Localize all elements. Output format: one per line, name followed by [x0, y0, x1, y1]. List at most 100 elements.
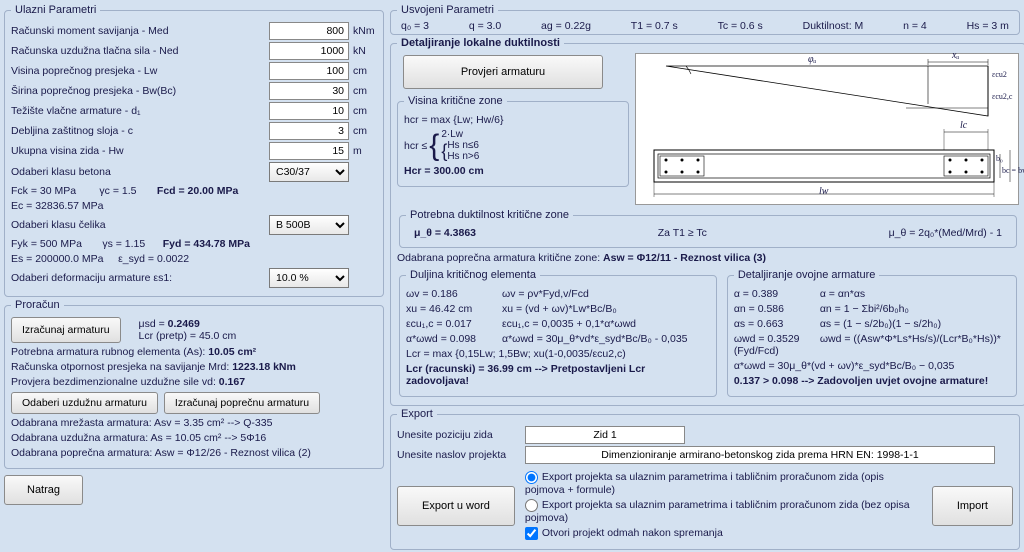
section-diagram: φᵤ xᵤ εcu2 εcu2,c lc b₀ bc = bw lw [635, 53, 1019, 205]
fyk-a: Fyk = 500 MPa [11, 238, 82, 250]
dg-phi: φᵤ [808, 54, 816, 65]
mu-theta: μ_θ = 4.3863 [414, 227, 476, 239]
cr1b: αn = 1 − Σbi²/6b₀h₀ [820, 303, 909, 315]
in-d1[interactable] [269, 102, 349, 120]
ap-1: q = 3.0 [469, 20, 501, 32]
title-label: Unesite naslov projekta [397, 449, 525, 461]
lbl-bw: Širina poprečnog presjeka - Bw(Bc) [11, 85, 269, 97]
chosen-a: Odabrana poprečna armatura kritične zone… [397, 252, 600, 264]
ap-7: Hs = 3 m [967, 20, 1009, 32]
lr3a: α*ωwd = 0.098 [406, 333, 502, 345]
mu-formula: μ_θ = 2q₀*(Med/Mrd) - 1 [889, 227, 1002, 239]
dg-ecu2: εcu2 [992, 70, 1007, 79]
btn-odaberi-uzd[interactable]: Odaberi uzdužnu armaturu [11, 392, 158, 414]
lbl-lw: Visina poprečnog presjeka - Lw [11, 65, 269, 77]
vd-a: Provjera bezdimenzionalne uzdužne sile v… [11, 376, 216, 388]
ap-6: n = 4 [903, 20, 927, 32]
cr1a: αn = 0.586 [734, 303, 820, 315]
unit-med: kNm [349, 25, 377, 37]
btn-natrag[interactable]: Natrag [4, 475, 83, 505]
cr2a: αs = 0.663 [734, 318, 820, 330]
sel-concrete[interactable]: C30/37 [269, 162, 349, 182]
in-c[interactable] [269, 122, 349, 140]
sel-uzd: Odabrana uzdužna armatura: As = 10.05 cm… [11, 432, 377, 444]
hcr-br-c: Hs n>6 [447, 151, 479, 162]
lbl-concrete: Odaberi klasu betona [11, 166, 269, 178]
length-crit: Duljina kritičnog elementa ωv = 0.186ωv … [399, 269, 717, 397]
cr3a: ωwd = 0.3529 [734, 333, 820, 345]
lbl-med: Računski moment savijanja - Med [11, 25, 269, 37]
btn-izracunaj-pop[interactable]: Izračunaj poprečnu armaturu [164, 392, 320, 414]
pos-label: Unesite poziciju zida [397, 429, 525, 441]
lr0b: ωv = ρv*Fyd,v/Fcd [502, 288, 589, 300]
vd-b: 0.167 [219, 376, 245, 388]
ductility-need: Potrebna duktilnost kritične zone μ_θ = … [399, 209, 1017, 248]
in-ned[interactable] [269, 42, 349, 60]
cr2b: αs = (1 − s/2b₀)(1 − s/2h₀) [820, 318, 941, 330]
chk-open[interactable] [525, 527, 538, 540]
ductility-legend: Potrebna duktilnost kritične zone [406, 209, 573, 221]
dg-b0: b₀ [996, 154, 1003, 163]
visina-zone: Visina kritične zone hcr = max {Lw; Hw/6… [397, 95, 629, 187]
lr3b: α*ωwd = 30μ_θ*vd*ε_syd*Bc/B₀ - 0,035 [502, 333, 688, 345]
in-pos[interactable] [525, 426, 685, 444]
radio2[interactable] [525, 499, 538, 512]
radio1[interactable] [525, 471, 538, 484]
adopted-params: Usvojeni Parametri q₀ = 3 q = 3.0 ag = 0… [390, 4, 1020, 35]
lr2a: εcu₁,c = 0.017 [406, 318, 502, 330]
mrd-b: 1223.18 kNm [232, 361, 296, 373]
hcr-result: Hcr = 300.00 cm [404, 165, 622, 177]
fyk-b: γs = 1.15 [102, 238, 145, 250]
in-lw[interactable] [269, 62, 349, 80]
fck-b: γc = 1.5 [99, 185, 136, 197]
ap-3: T1 = 0.7 s [631, 20, 678, 32]
ec-line: Ec = 32836.57 MPa [11, 200, 377, 212]
hcr-br-a: 2·Lw [441, 129, 479, 140]
export: Export Unesite poziciju zida Unesite nas… [390, 408, 1020, 550]
dg-lw: lw [819, 186, 828, 197]
lbl-c: Debljina zaštitnog sloja - c [11, 125, 269, 137]
confine: Detaljiranje ovojne armature α = 0.389α … [727, 269, 1017, 397]
btn-import[interactable]: Import [932, 486, 1013, 526]
lbl-ned: Računska uzdužna tlačna sila - Ned [11, 45, 269, 57]
detail-legend: Detaljiranje lokalne duktilnosti [397, 37, 564, 49]
lbl-hw: Ukupna visina zida - Hw [11, 145, 269, 157]
btn-provjeri[interactable]: Provjeri armaturu [403, 55, 603, 89]
sel-steel[interactable]: B 500B [269, 215, 349, 235]
musd-a: μsd = [139, 318, 165, 330]
lr0a: ωv = 0.186 [406, 288, 502, 300]
chk-label[interactable]: Otvori projekt odmah nakon spremanja [525, 527, 723, 539]
es-a: Es = 200000.0 MPa [11, 253, 104, 265]
confine-legend: Detaljiranje ovojne armature [734, 269, 880, 281]
input-params-legend: Ulazni Parametri [11, 4, 100, 16]
btn-export[interactable]: Export u word [397, 486, 515, 526]
hcr-br-b: Hs n≤6 [447, 140, 479, 151]
cr0a: α = 0.389 [734, 288, 820, 300]
btn-izracunaj[interactable]: Izračunaj armaturu [11, 317, 121, 343]
fck-a: Fck = 30 MPa [11, 185, 76, 197]
fyk-c: Fyd = 434.78 MPa [163, 238, 250, 250]
length-conclusion: Lcr (racunski) = 36.99 cm --> Pretpostav… [406, 363, 710, 387]
dg-lc: lc [960, 120, 967, 131]
radio1-label[interactable]: Export projekta sa ulaznim parametrima i… [525, 471, 884, 496]
as-b: 10.05 cm² [208, 346, 256, 358]
proracun-legend: Proračun [11, 299, 64, 311]
export-legend: Export [397, 408, 437, 420]
input-params: Ulazni Parametri Računski moment savijan… [4, 4, 384, 297]
in-hw[interactable] [269, 142, 349, 160]
ap-5: Duktilnost: M [803, 20, 864, 32]
in-bw[interactable] [269, 82, 349, 100]
radio2-label[interactable]: Export projekta sa ulaznim parametrima i… [525, 499, 910, 524]
sel-def[interactable]: 10.0 % [269, 268, 349, 288]
in-med[interactable] [269, 22, 349, 40]
in-title[interactable] [525, 446, 995, 464]
ap-2: ag = 0.22g [541, 20, 591, 32]
fck-c: Fcd = 20.00 MPa [157, 185, 238, 197]
lr4: Lcr = max {0,15Lw; 1,5Bw; xu(1-0,0035/εc… [406, 348, 710, 360]
ap-0: q₀ = 3 [401, 20, 429, 32]
lbl-steel: Odaberi klasu čelika [11, 219, 269, 231]
ap-4: Tc = 0.6 s [718, 20, 763, 32]
hcr-le: hcr ≤ [404, 140, 427, 152]
visina-legend: Visina kritične zone [404, 95, 507, 107]
dg-xu: xᵤ [952, 50, 959, 61]
